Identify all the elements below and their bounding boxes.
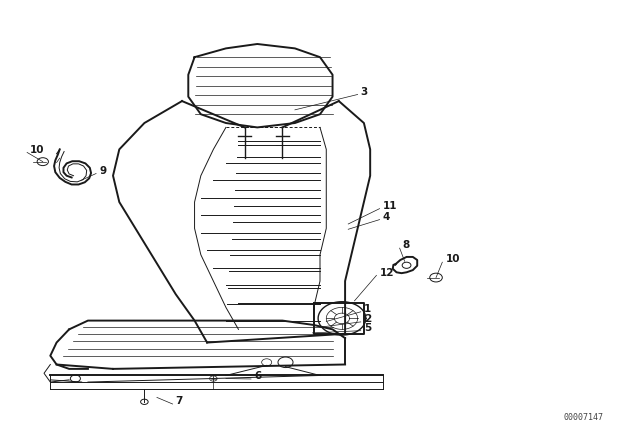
Text: 2: 2 <box>364 314 371 324</box>
Text: 12: 12 <box>380 267 394 278</box>
Text: 00007147: 00007147 <box>563 413 604 422</box>
Text: 5: 5 <box>364 323 371 333</box>
Text: 7: 7 <box>176 396 183 406</box>
Text: 4: 4 <box>383 212 390 222</box>
Text: 8: 8 <box>403 240 410 250</box>
Text: 10: 10 <box>445 254 460 264</box>
Text: 3: 3 <box>361 86 368 97</box>
Text: 10: 10 <box>30 145 45 155</box>
Text: 11: 11 <box>383 201 397 211</box>
Text: 9: 9 <box>99 166 106 176</box>
Text: 1: 1 <box>364 304 371 314</box>
Text: 6: 6 <box>254 371 261 381</box>
